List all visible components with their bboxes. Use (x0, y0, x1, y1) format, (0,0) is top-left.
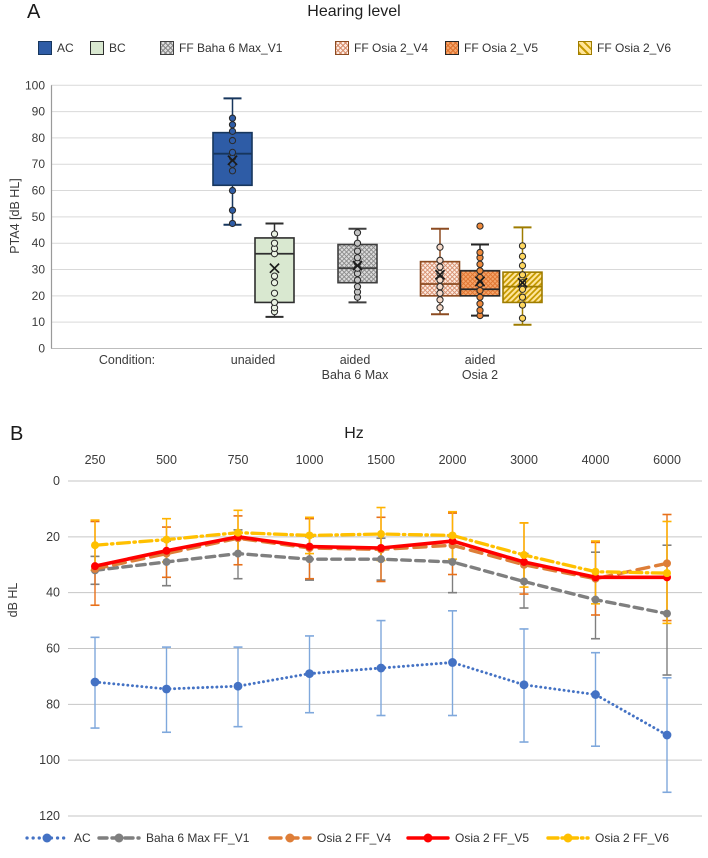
legend-a-label: FF Osia 2_V4 (354, 41, 429, 55)
freq-tick-label: 250 (85, 453, 106, 467)
condition-label: aided (465, 353, 496, 367)
legend-a-label: BC (109, 41, 126, 55)
freq-tick-label: 1500 (367, 453, 395, 467)
legend-a-item: FF Baha 6 Max_V1 (160, 41, 282, 55)
svg-text:100: 100 (25, 78, 45, 92)
condition-label: aided (340, 353, 371, 367)
box-group-5 (502, 226, 543, 326)
svg-text:20: 20 (32, 289, 46, 303)
legend-a-label: AC (57, 41, 74, 55)
legend-a-item: AC (38, 41, 74, 55)
svg-text:80: 80 (32, 131, 46, 145)
legend-line-icon (546, 833, 590, 843)
condition-label: Baha 6 Max (322, 368, 389, 382)
legend-a-label: FF Baha 6 Max_V1 (179, 41, 283, 55)
svg-text:20: 20 (46, 530, 60, 544)
freq-tick-label: 2000 (439, 453, 467, 467)
panel-b-label: B (10, 423, 24, 445)
freq-tick-label: 3000 (510, 453, 538, 467)
box-group-4 (459, 222, 501, 320)
legend-a-label: FF Osia 2_V5 (464, 41, 539, 55)
panel-b-ylabel: dB HL (6, 582, 20, 618)
legend-a-item: BC (90, 41, 126, 55)
error-bars (90, 610, 672, 794)
panel-a-label: A (27, 1, 41, 23)
panel-b-legend: AC Baha 6 Max FF_V1 Osia 2 FF_V4 Osia 2 FF_… (0, 831, 708, 855)
legend-b-item: Osia 2 FF_V5 (406, 831, 529, 845)
legend-a-label: FF Osia 2_V6 (597, 41, 672, 55)
legend-b-item: Osia 2 FF_V6 (546, 831, 669, 845)
freq-tick-label: 1000 (296, 453, 324, 467)
legend-swatch-icon (578, 41, 592, 55)
legend-line-icon (406, 833, 450, 843)
box-group-1 (254, 222, 295, 318)
legend-b-label: AC (74, 831, 91, 845)
svg-text:120: 120 (39, 809, 60, 823)
legend-swatch-icon (160, 41, 174, 55)
svg-text:0: 0 (38, 342, 45, 356)
svg-text:100: 100 (39, 753, 60, 767)
panel-a-legend: AC BC FF Baha 6 Max_V1 FF Osia 2_V4 FF Osia … (0, 41, 708, 65)
svg-text:0: 0 (53, 474, 60, 488)
legend-a-item: FF Osia 2_V5 (445, 41, 538, 55)
legend-line-icon (25, 833, 69, 843)
legend-swatch-icon (90, 41, 104, 55)
legend-b-label: Osia 2 FF_V5 (455, 831, 530, 845)
legend-swatch-icon (445, 41, 459, 55)
svg-text:90: 90 (32, 105, 46, 119)
series-ac (90, 658, 672, 740)
freq-tick-label: 4000 (582, 453, 610, 467)
svg-text:50: 50 (32, 210, 46, 224)
svg-text:10: 10 (32, 315, 46, 329)
legend-swatch-icon (335, 41, 349, 55)
legend-b-label: Osia 2 FF_V4 (317, 831, 392, 845)
panel-a-title: Hearing level (307, 3, 401, 20)
series-osia-2-ff-v5 (91, 532, 671, 582)
legend-b-label: Osia 2 FF_V6 (595, 831, 670, 845)
freq-tick-label: 750 (228, 453, 249, 467)
box-group-2 (337, 227, 378, 304)
svg-text:30: 30 (32, 263, 46, 277)
box-group-0 (212, 97, 253, 228)
box-group-3 (419, 227, 461, 316)
svg-text:70: 70 (32, 157, 46, 171)
panel-b-title: Hz (344, 425, 364, 442)
svg-text:40: 40 (32, 236, 46, 250)
panel-a-ylabel: PTA4 [dB HL] (8, 178, 22, 254)
freq-tick-label: 6000 (653, 453, 681, 467)
legend-line-icon (97, 833, 141, 843)
legend-b-label: Baha 6 Max FF_V1 (146, 831, 250, 845)
legend-b-item: Baha 6 Max FF_V1 (97, 831, 249, 845)
legend-swatch-icon (38, 41, 52, 55)
svg-text:80: 80 (46, 697, 60, 711)
legend-a-item: FF Osia 2_V6 (578, 41, 671, 55)
freq-tick-label: 500 (156, 453, 177, 467)
svg-text:60: 60 (32, 184, 46, 198)
condition-axis-prefix: Condition: (99, 353, 155, 367)
series-osia-2-ff-v6 (91, 528, 671, 578)
legend-line-icon (268, 833, 312, 843)
svg-text:40: 40 (46, 586, 60, 600)
legend-b-item: Osia 2 FF_V4 (268, 831, 391, 845)
series-baha-6-max-ff-v1 (91, 549, 671, 618)
condition-label: Osia 2 (462, 368, 498, 382)
legend-a-item: FF Osia 2_V4 (335, 41, 428, 55)
condition-label: unaided (231, 353, 276, 367)
svg-text:60: 60 (46, 642, 60, 656)
legend-b-item: AC (25, 831, 91, 845)
